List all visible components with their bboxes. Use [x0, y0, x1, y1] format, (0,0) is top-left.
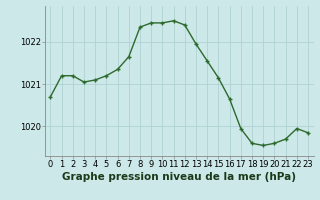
- X-axis label: Graphe pression niveau de la mer (hPa): Graphe pression niveau de la mer (hPa): [62, 172, 296, 182]
